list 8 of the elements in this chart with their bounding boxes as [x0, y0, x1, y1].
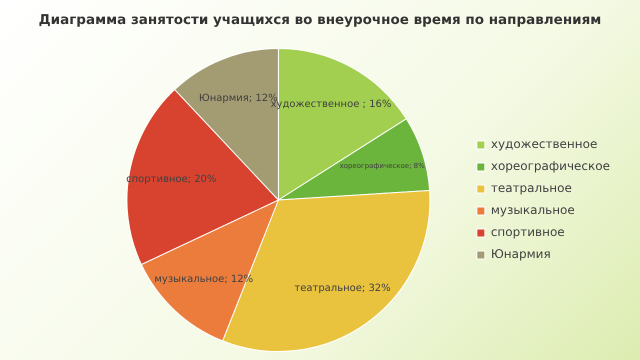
chart-title: Диаграмма занятости учащихся во внеурочное время по направлениям [38, 12, 602, 28]
legend-label: театральное [490, 181, 572, 196]
legend-label: музыкальное [490, 203, 575, 218]
legend-label: Юнармия [490, 247, 551, 262]
legend-label: художественное [490, 137, 598, 152]
data-label: театральное; 32% [294, 282, 391, 294]
legend-label: спортивное [490, 225, 565, 240]
legend-label: хореографическое [490, 159, 610, 174]
